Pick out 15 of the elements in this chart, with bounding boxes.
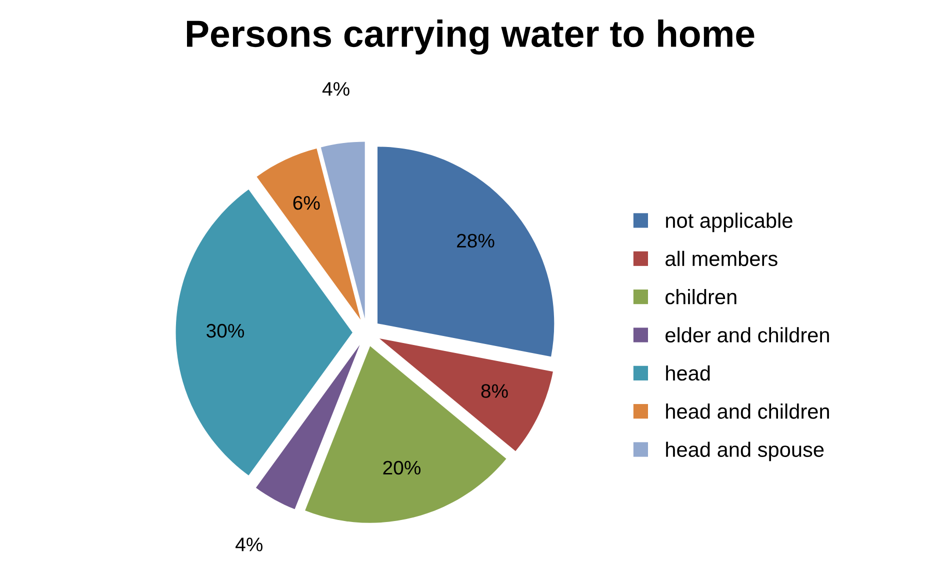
legend-label: head and children bbox=[666, 404, 829, 419]
data-label: 20% bbox=[383, 460, 421, 475]
data-label: 8% bbox=[481, 384, 508, 398]
data-label: 4% bbox=[322, 82, 350, 96]
legend-label: not applicable bbox=[666, 212, 792, 232]
legend-label: head and spouse bbox=[666, 442, 824, 462]
data-label: 6% bbox=[293, 196, 320, 210]
legend-label: all members bbox=[666, 250, 778, 266]
data-label: 4% bbox=[236, 538, 262, 552]
data-label: 28% bbox=[457, 234, 494, 248]
chart-title: Persons carrying water to home bbox=[187, 20, 754, 55]
legend-label: head bbox=[666, 365, 710, 381]
legend-label: children bbox=[666, 289, 736, 304]
data-label: 30% bbox=[206, 324, 244, 338]
legend-label: elder and children bbox=[666, 327, 829, 342]
